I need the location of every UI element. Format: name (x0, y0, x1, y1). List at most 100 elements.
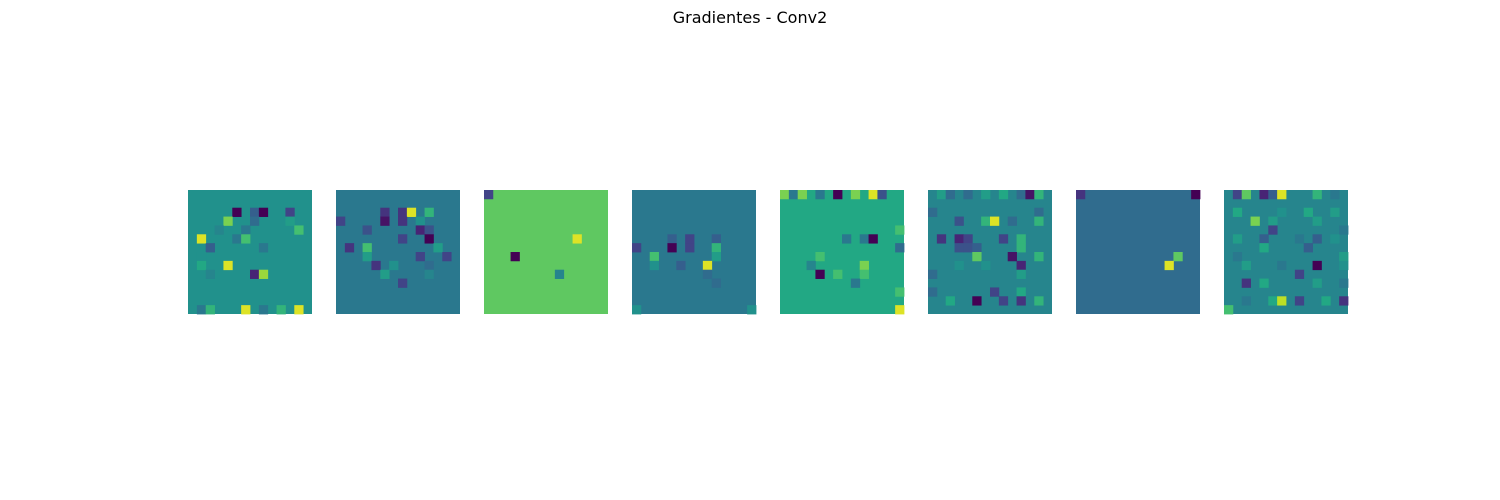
heatmap-cell (1339, 296, 1349, 306)
heatmap-cell (415, 216, 425, 226)
heatmap-cell (981, 190, 991, 200)
heatmap-cell (711, 243, 721, 253)
heatmap-panel-8 (1224, 190, 1349, 315)
heatmap-cell (398, 216, 408, 226)
heatmap-cell (685, 243, 695, 253)
heatmap-cell (1034, 252, 1044, 262)
heatmap-cell (1250, 216, 1260, 226)
heatmap-cell (1016, 269, 1026, 279)
heatmap-cell (1034, 216, 1044, 226)
heatmap-cell (815, 269, 825, 279)
heatmap-cell (250, 269, 260, 279)
heatmap-cell (1259, 278, 1269, 288)
heatmap-cell (424, 260, 434, 271)
heatmap-cell (1016, 287, 1026, 297)
heatmap-cell (685, 234, 695, 244)
heatmap-cell (205, 305, 215, 315)
heatmap-cell (276, 305, 286, 315)
heatmap-cell (1241, 296, 1251, 306)
heatmap-cell (336, 216, 346, 226)
heatmap-cell (676, 260, 686, 271)
heatmap-cell (362, 243, 372, 253)
heatmap-cell (415, 225, 425, 235)
heatmap-cell (1164, 260, 1174, 271)
heatmap-cell (833, 190, 843, 200)
heatmap-cell (196, 260, 207, 271)
heatmap-cell (963, 190, 973, 200)
heatmap-cell (510, 252, 520, 262)
heatmap-cell (1025, 190, 1035, 200)
heatmap-cell (850, 190, 861, 200)
heatmap-cell (1277, 207, 1287, 217)
heatmap-cell (1330, 234, 1340, 244)
heatmap-cell (1268, 216, 1278, 226)
heatmap-cell (406, 207, 417, 217)
heatmap-cell (1339, 278, 1349, 288)
heatmap-cell (859, 234, 869, 244)
heatmap-cell (362, 252, 372, 262)
heatmap-cell (380, 216, 390, 226)
heatmap-cell (780, 190, 790, 200)
heatmap-panel-6 (928, 190, 1052, 314)
heatmap-cell (398, 234, 408, 244)
heatmap-cell (632, 243, 642, 253)
heatmap-cell (972, 252, 982, 262)
heatmap-cell (1294, 234, 1305, 244)
heatmap-cell (945, 296, 955, 306)
heatmap-cell (1191, 190, 1201, 200)
heatmap-cell (250, 216, 260, 226)
heatmap-cell (1294, 269, 1305, 279)
heatmap-cell (981, 260, 991, 271)
heatmap-cell (868, 190, 878, 200)
heatmap-cell (1294, 296, 1305, 306)
heatmap-cell (294, 225, 304, 235)
heatmap-cell (241, 225, 251, 235)
heatmap-cell (554, 269, 565, 279)
heatmap-cell (214, 225, 224, 235)
heatmap-cell (223, 260, 233, 271)
heatmap-cell (1303, 243, 1313, 253)
heatmap-cell (433, 243, 443, 253)
heatmap-cell (963, 234, 973, 244)
heatmap-cell (442, 252, 452, 262)
heatmap-cell (1259, 243, 1269, 253)
heatmap-cell (1034, 207, 1044, 217)
heatmap-cell (398, 278, 408, 288)
heatmap-cell (895, 287, 905, 297)
heatmap-cell (1259, 234, 1269, 244)
heatmap-cell (424, 207, 434, 217)
heatmap-cell (702, 260, 713, 271)
heatmap-cell (1016, 234, 1026, 244)
heatmap-cell (424, 234, 434, 244)
heatmap-cell (711, 252, 721, 262)
heatmap-cell (241, 305, 251, 315)
heatmap-panel-2 (336, 190, 460, 314)
heatmap-cell (1016, 260, 1026, 271)
heatmap-cell (981, 216, 991, 226)
heatmap-cell (928, 287, 938, 297)
heatmap-cell (1268, 296, 1278, 306)
heatmap-cell (1224, 305, 1234, 315)
heatmap-cell (711, 234, 721, 244)
heatmap-cell (1016, 243, 1026, 253)
heatmap-cell (1330, 190, 1340, 200)
heatmap-cell (895, 225, 905, 235)
heatmap-cell (572, 234, 582, 244)
heatmap-cell (1339, 252, 1349, 262)
heatmap-cell (424, 225, 434, 235)
heatmap-cell (895, 243, 905, 253)
heatmap-cell (972, 296, 982, 306)
heatmap-panel-7 (1076, 190, 1201, 314)
heatmap-cell (702, 269, 713, 279)
heatmap-cell (484, 190, 494, 200)
heatmap-cell (850, 278, 861, 288)
heatmap-cell (424, 269, 434, 279)
heatmap-cell (990, 216, 1000, 226)
heatmap-cell (223, 216, 233, 226)
heatmap-cell (1232, 190, 1243, 200)
heatmap-cell (1312, 216, 1322, 226)
heatmap-cell (954, 260, 964, 271)
heatmap-cell (868, 234, 878, 244)
heatmap-cell (415, 252, 425, 262)
heatmap-cell (1241, 278, 1251, 288)
